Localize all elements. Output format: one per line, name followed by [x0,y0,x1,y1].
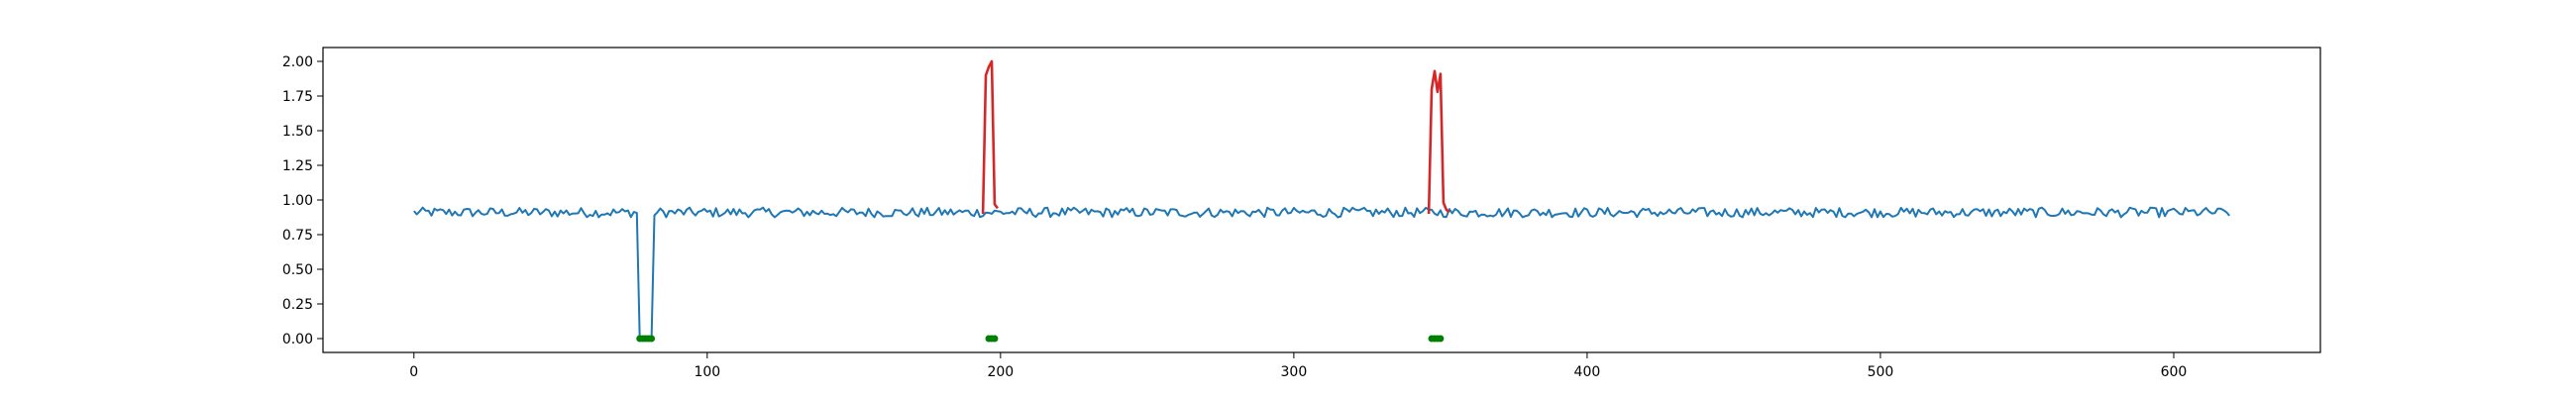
y-tick-label: 1.50 [282,124,313,140]
x-tick-label: 300 [1281,364,1308,380]
anomaly-series-line [1427,69,1450,215]
y-tick-label: 1.25 [282,158,313,174]
anomaly-series-line [981,59,999,215]
x-tick-label: 500 [1868,364,1894,380]
x-tick-label: 600 [2161,364,2188,380]
y-tick-label: 0.50 [282,262,313,278]
axes-frame [322,47,2321,353]
y-tick-label: 0.00 [282,332,313,347]
x-tick-label: 100 [694,364,720,380]
y-tick-label: 0.25 [282,297,313,313]
anomaly-marker-point [648,335,656,343]
y-tick-label: 1.00 [282,193,313,209]
x-tick-label: 200 [987,364,1014,380]
signal-series-line [413,206,2230,340]
anomaly-marker-point [991,335,999,343]
x-tick-label: 400 [1574,364,1601,380]
anomaly-marker-point [1437,335,1445,343]
x-tick-label: 0 [409,364,418,380]
plot-area [413,59,2230,343]
x-axis: 0 100 200 300 400 500 600 [409,352,2187,380]
y-tick-label: 0.75 [282,228,313,244]
y-tick-label: 1.75 [282,89,313,105]
y-tick-label: 2.00 [282,54,313,70]
y-axis: 0.00 0.25 0.50 0.75 1.00 1.25 1.50 1.75 2.00 [282,54,323,347]
